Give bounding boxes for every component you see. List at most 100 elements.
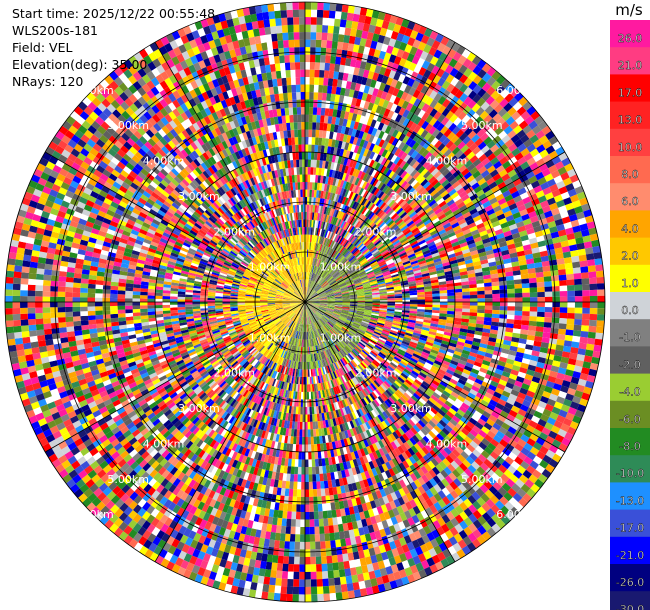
velocity-gate [387,152,395,161]
velocity-gate [497,107,508,118]
velocity-gate [380,165,387,174]
velocity-gate [355,264,362,270]
velocity-gate [417,100,426,110]
velocity-gate [342,260,349,267]
velocity-gate [420,34,430,45]
velocity-gate [357,268,365,274]
velocity-gate [312,114,317,123]
velocity-gate [309,99,314,108]
velocity-gate [548,164,558,174]
velocity-gate [311,281,315,289]
velocity-gate [366,158,373,167]
velocity-gate [439,304,448,308]
velocity-gate [596,314,605,321]
velocity-gate [419,138,428,147]
velocity-gate [425,173,434,182]
velocity-gate [317,276,322,284]
velocity-gate [335,275,342,281]
velocity-gate [446,212,455,220]
velocity-gate [433,220,442,227]
velocity-gate [342,42,349,51]
velocity-gate [411,80,420,90]
velocity-gate [458,102,468,112]
velocity-gate [339,64,345,73]
velocity-gate [326,146,332,155]
velocity-gate [406,233,415,240]
velocity-gate [368,185,375,193]
velocity-gate [532,125,542,135]
velocity-gate [318,260,323,268]
velocity-gate [325,255,331,263]
velocity-gate [581,325,589,332]
velocity-gate [350,28,357,37]
velocity-gate [327,277,334,283]
velocity-gate [528,272,537,279]
velocity-gate [361,248,369,255]
velocity-gate [482,185,491,194]
velocity-gate [352,276,360,281]
velocity-gate [469,208,478,216]
velocity-gate [325,153,330,162]
velocity-gate [333,242,339,250]
velocity-gate [459,204,468,212]
velocity-gate [566,273,575,280]
velocity-gate [442,206,451,214]
velocity-gate [551,317,560,324]
velocity-gate [355,203,362,212]
velocity-gate [307,174,311,183]
velocity-gate [535,326,544,333]
velocity-gate [544,173,554,182]
velocity-gate [552,312,560,318]
velocity-gate [330,258,336,266]
velocity-gate [446,174,456,183]
velocity-gate [305,114,309,122]
velocity-gate [425,162,434,171]
velocity-gate [409,96,417,105]
velocity-gate [316,220,319,229]
velocity-gate [513,195,523,203]
velocity-gate [438,200,447,208]
velocity-gate [348,208,354,216]
velocity-gate [509,120,519,130]
velocity-gate [491,220,501,228]
velocity-gate [318,205,322,214]
velocity-gate [412,141,420,151]
velocity-gate [420,50,429,61]
velocity-gate [371,263,379,269]
velocity-gate [358,68,365,77]
velocity-gate [373,206,380,214]
velocity-gate [356,253,363,259]
velocity-gate [586,343,595,351]
velocity-gate [311,295,319,299]
velocity-gate [588,325,597,333]
velocity-gate [544,307,553,313]
velocity-gate [344,173,350,182]
velocity-gate [334,139,340,148]
velocity-gate [471,197,481,205]
velocity-gate [463,77,473,87]
velocity-gate [424,78,433,88]
velocity-gate [340,125,347,135]
velocity-gate [327,25,334,34]
velocity-gate [526,188,536,197]
velocity-gate [413,247,422,254]
velocity-gate [336,147,341,156]
velocity-gate [426,224,435,231]
velocity-gate [347,143,353,152]
velocity-gate [495,177,504,186]
velocity-gate [310,39,316,48]
velocity-gate [498,280,507,286]
velocity-gate [421,149,430,158]
velocity-gate [564,262,573,270]
velocity-gate [596,283,605,290]
velocity-gate [387,298,395,301]
velocity-gate [334,178,340,187]
velocity-gate [563,340,573,347]
velocity-gate [322,10,330,18]
velocity-gate [378,139,385,148]
velocity-gate [429,246,438,253]
velocity-gate [311,296,319,300]
velocity-gate [319,122,324,131]
velocity-gate [311,9,318,18]
